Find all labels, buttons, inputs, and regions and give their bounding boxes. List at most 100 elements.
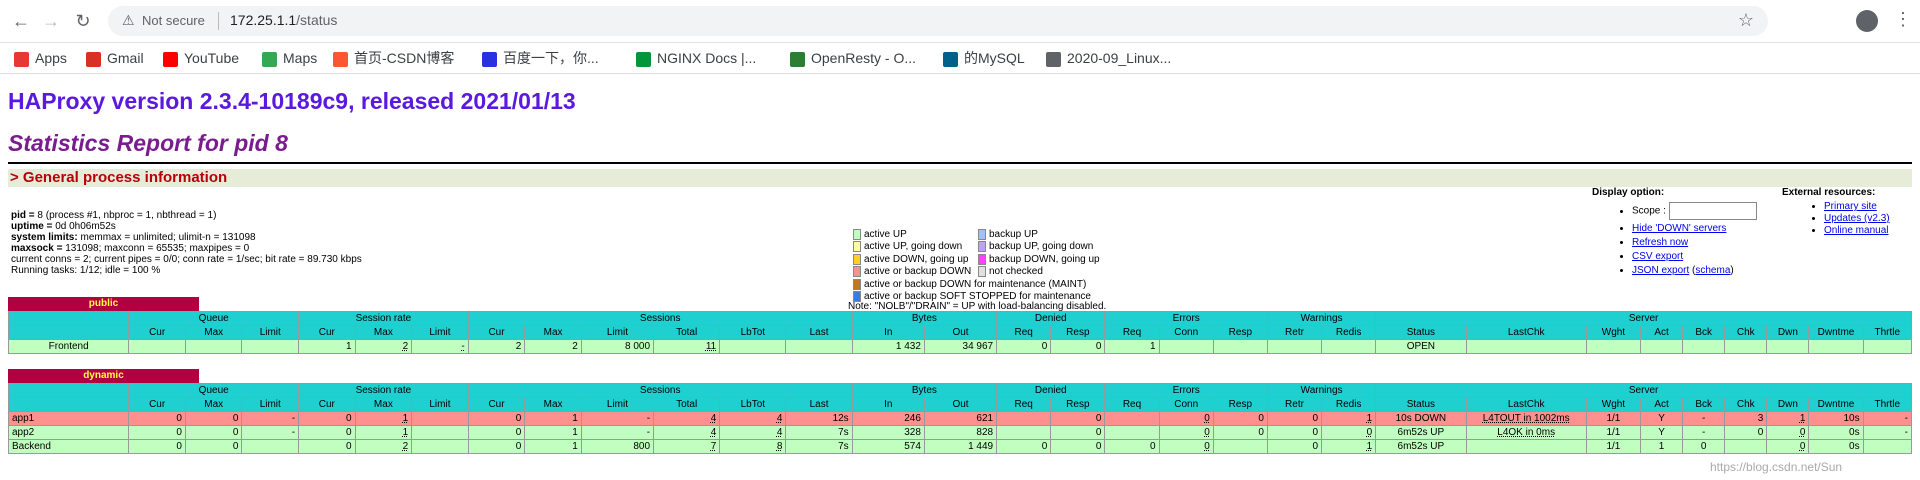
table-cell: 621 bbox=[923, 411, 998, 426]
scope-label: Scope : bbox=[1632, 205, 1666, 217]
profile-avatar-icon[interactable] bbox=[1856, 10, 1878, 32]
bookmark-item[interactable]: 2020-09_Linux... bbox=[1046, 43, 1171, 73]
cell-value: 1 432 bbox=[895, 340, 921, 352]
cell-value: 0 bbox=[1204, 440, 1210, 452]
process-info-value: current conns = 2; current pipes = 0/0; … bbox=[11, 254, 362, 265]
csv-export-link[interactable]: CSV export bbox=[1632, 251, 1684, 262]
table-cell: 4 bbox=[719, 411, 787, 426]
column-group-header: Session rate bbox=[298, 311, 469, 326]
back-arrow-icon[interactable]: ← bbox=[12, 11, 30, 31]
bookmark-star-icon[interactable]: ☆ bbox=[1737, 10, 1754, 30]
column-header: Cur bbox=[467, 397, 526, 412]
table-cell: 0 bbox=[1266, 425, 1323, 440]
row-name-cell[interactable]: app1 bbox=[7, 411, 130, 426]
cell-value: 6m52s UP bbox=[1397, 440, 1445, 452]
hide-down-link[interactable]: Hide 'DOWN' servers bbox=[1632, 223, 1727, 234]
legend-item: backup UP bbox=[978, 228, 1038, 241]
json-export-link[interactable]: JSON export bbox=[1632, 265, 1690, 276]
table-cell: 828 bbox=[923, 425, 998, 440]
cell-value: 0 bbox=[1312, 440, 1319, 452]
row-name-cell[interactable]: app2 bbox=[7, 425, 130, 440]
table-cell: - bbox=[241, 425, 300, 440]
cell-value: 0 bbox=[232, 440, 239, 452]
schema-link[interactable]: schema bbox=[1695, 265, 1731, 276]
address-bar[interactable]: ⚠ Not secure 172.25.1.1/status ☆ bbox=[108, 6, 1768, 36]
legend-item: active or backup DOWN for maintenance (M… bbox=[853, 278, 1086, 291]
section-header: > General process information bbox=[8, 169, 1912, 187]
bookmark-item[interactable]: 首页-CSDN博客 bbox=[333, 43, 454, 73]
menu-kebab-icon[interactable]: ⋮ bbox=[1894, 9, 1912, 29]
cell-value: 0 bbox=[346, 426, 352, 438]
bookmark-item[interactable]: NGINX Docs |... bbox=[636, 43, 756, 73]
legend-swatch bbox=[978, 228, 986, 240]
bookmark-item[interactable]: 的MySQL bbox=[943, 43, 1025, 73]
scope-input[interactable] bbox=[1668, 202, 1757, 220]
bookmark-item[interactable]: OpenResty - O... bbox=[790, 43, 916, 73]
column-header: Cur bbox=[128, 325, 186, 340]
column-header: Max bbox=[524, 397, 582, 412]
table-cell: 0s bbox=[1808, 425, 1864, 440]
table-cell bbox=[719, 339, 787, 354]
bookmark-label: NGINX Docs |... bbox=[657, 50, 757, 66]
table-cell: 0 bbox=[128, 411, 186, 426]
table-cell bbox=[996, 425, 1052, 440]
cell-value: 1 bbox=[1658, 440, 1665, 452]
updates-link[interactable]: Updates (v2.3) bbox=[1824, 213, 1890, 224]
table-row: Frontend 1 2 - 2 2 8 000 11 1 432 34 967 0 0 1 OPEN bbox=[7, 339, 1913, 354]
cell-value: 1 bbox=[402, 426, 409, 438]
reload-icon[interactable]: ↻ bbox=[75, 11, 91, 31]
url-text[interactable]: 172.25.1.1/status bbox=[230, 12, 337, 28]
table-cell: 1 bbox=[1104, 339, 1160, 354]
youtube-icon bbox=[163, 51, 178, 67]
table-cell: 7s bbox=[785, 439, 853, 454]
forward-arrow-icon[interactable]: → bbox=[42, 11, 60, 31]
column-header: Redis bbox=[1321, 397, 1377, 412]
table-cell: 0 bbox=[1158, 425, 1214, 440]
legend-item: backup DOWN, going up bbox=[978, 253, 1100, 266]
column-header: Wght bbox=[1585, 325, 1642, 340]
legend-swatch bbox=[978, 253, 986, 265]
table-cell: 0 bbox=[184, 425, 243, 440]
cell-value: 0 bbox=[1366, 426, 1373, 438]
process-info-value: 0d 0h06m52s bbox=[55, 221, 116, 232]
column-header: Limit bbox=[241, 325, 300, 340]
table-cell: 0 bbox=[1212, 425, 1268, 440]
table-cell bbox=[411, 425, 469, 440]
cell-value: 8 bbox=[776, 440, 783, 452]
bookmark-item[interactable]: Gmail bbox=[86, 43, 144, 73]
primary-site-link[interactable]: Primary site bbox=[1824, 201, 1877, 212]
table-cell: 2 bbox=[354, 339, 413, 354]
cell-value: 2 bbox=[402, 440, 409, 452]
table-cell: 0 bbox=[467, 439, 526, 454]
column-header: Conn bbox=[1158, 397, 1214, 412]
table-cell: 0 bbox=[184, 411, 243, 426]
cell-value: 0 bbox=[1799, 426, 1806, 438]
row-name-cell[interactable]: Frontend bbox=[7, 339, 130, 354]
table-cell: - bbox=[1862, 425, 1913, 440]
bookmark-item[interactable]: 百度一下，你... bbox=[482, 43, 599, 73]
legend-label: backup UP bbox=[989, 229, 1038, 240]
row-name-cell[interactable]: Backend bbox=[7, 439, 130, 454]
cell-value: - bbox=[1701, 412, 1706, 424]
column-header: In bbox=[851, 397, 925, 412]
bookmark-label: YouTube bbox=[184, 50, 240, 66]
bookmark-item[interactable]: Maps bbox=[262, 43, 317, 73]
column-header: Total bbox=[653, 325, 721, 340]
table-cell: 7s bbox=[785, 425, 853, 440]
bookmark-label: 的MySQL bbox=[964, 50, 1025, 66]
bookmark-item[interactable]: Apps bbox=[14, 43, 67, 73]
table-cell bbox=[1862, 439, 1913, 454]
legend-item: backup UP, going down bbox=[978, 240, 1093, 253]
legend-label: active UP, going down bbox=[864, 241, 963, 252]
table-cell: 6m52s UP bbox=[1375, 425, 1467, 440]
cell-value: OPEN bbox=[1406, 340, 1436, 352]
cell-value: 0 bbox=[1312, 426, 1319, 438]
bookmark-item[interactable]: YouTube bbox=[163, 43, 239, 73]
online-manual-link[interactable]: Online manual bbox=[1824, 225, 1889, 236]
alert-triangle-icon: ⚠ bbox=[122, 12, 135, 28]
refresh-link[interactable]: Refresh now bbox=[1632, 237, 1689, 248]
bookmark-label: OpenResty - O... bbox=[811, 50, 917, 66]
column-header: Max bbox=[184, 397, 243, 412]
column-header: Bck bbox=[1682, 397, 1726, 412]
baidu-icon bbox=[482, 51, 497, 67]
